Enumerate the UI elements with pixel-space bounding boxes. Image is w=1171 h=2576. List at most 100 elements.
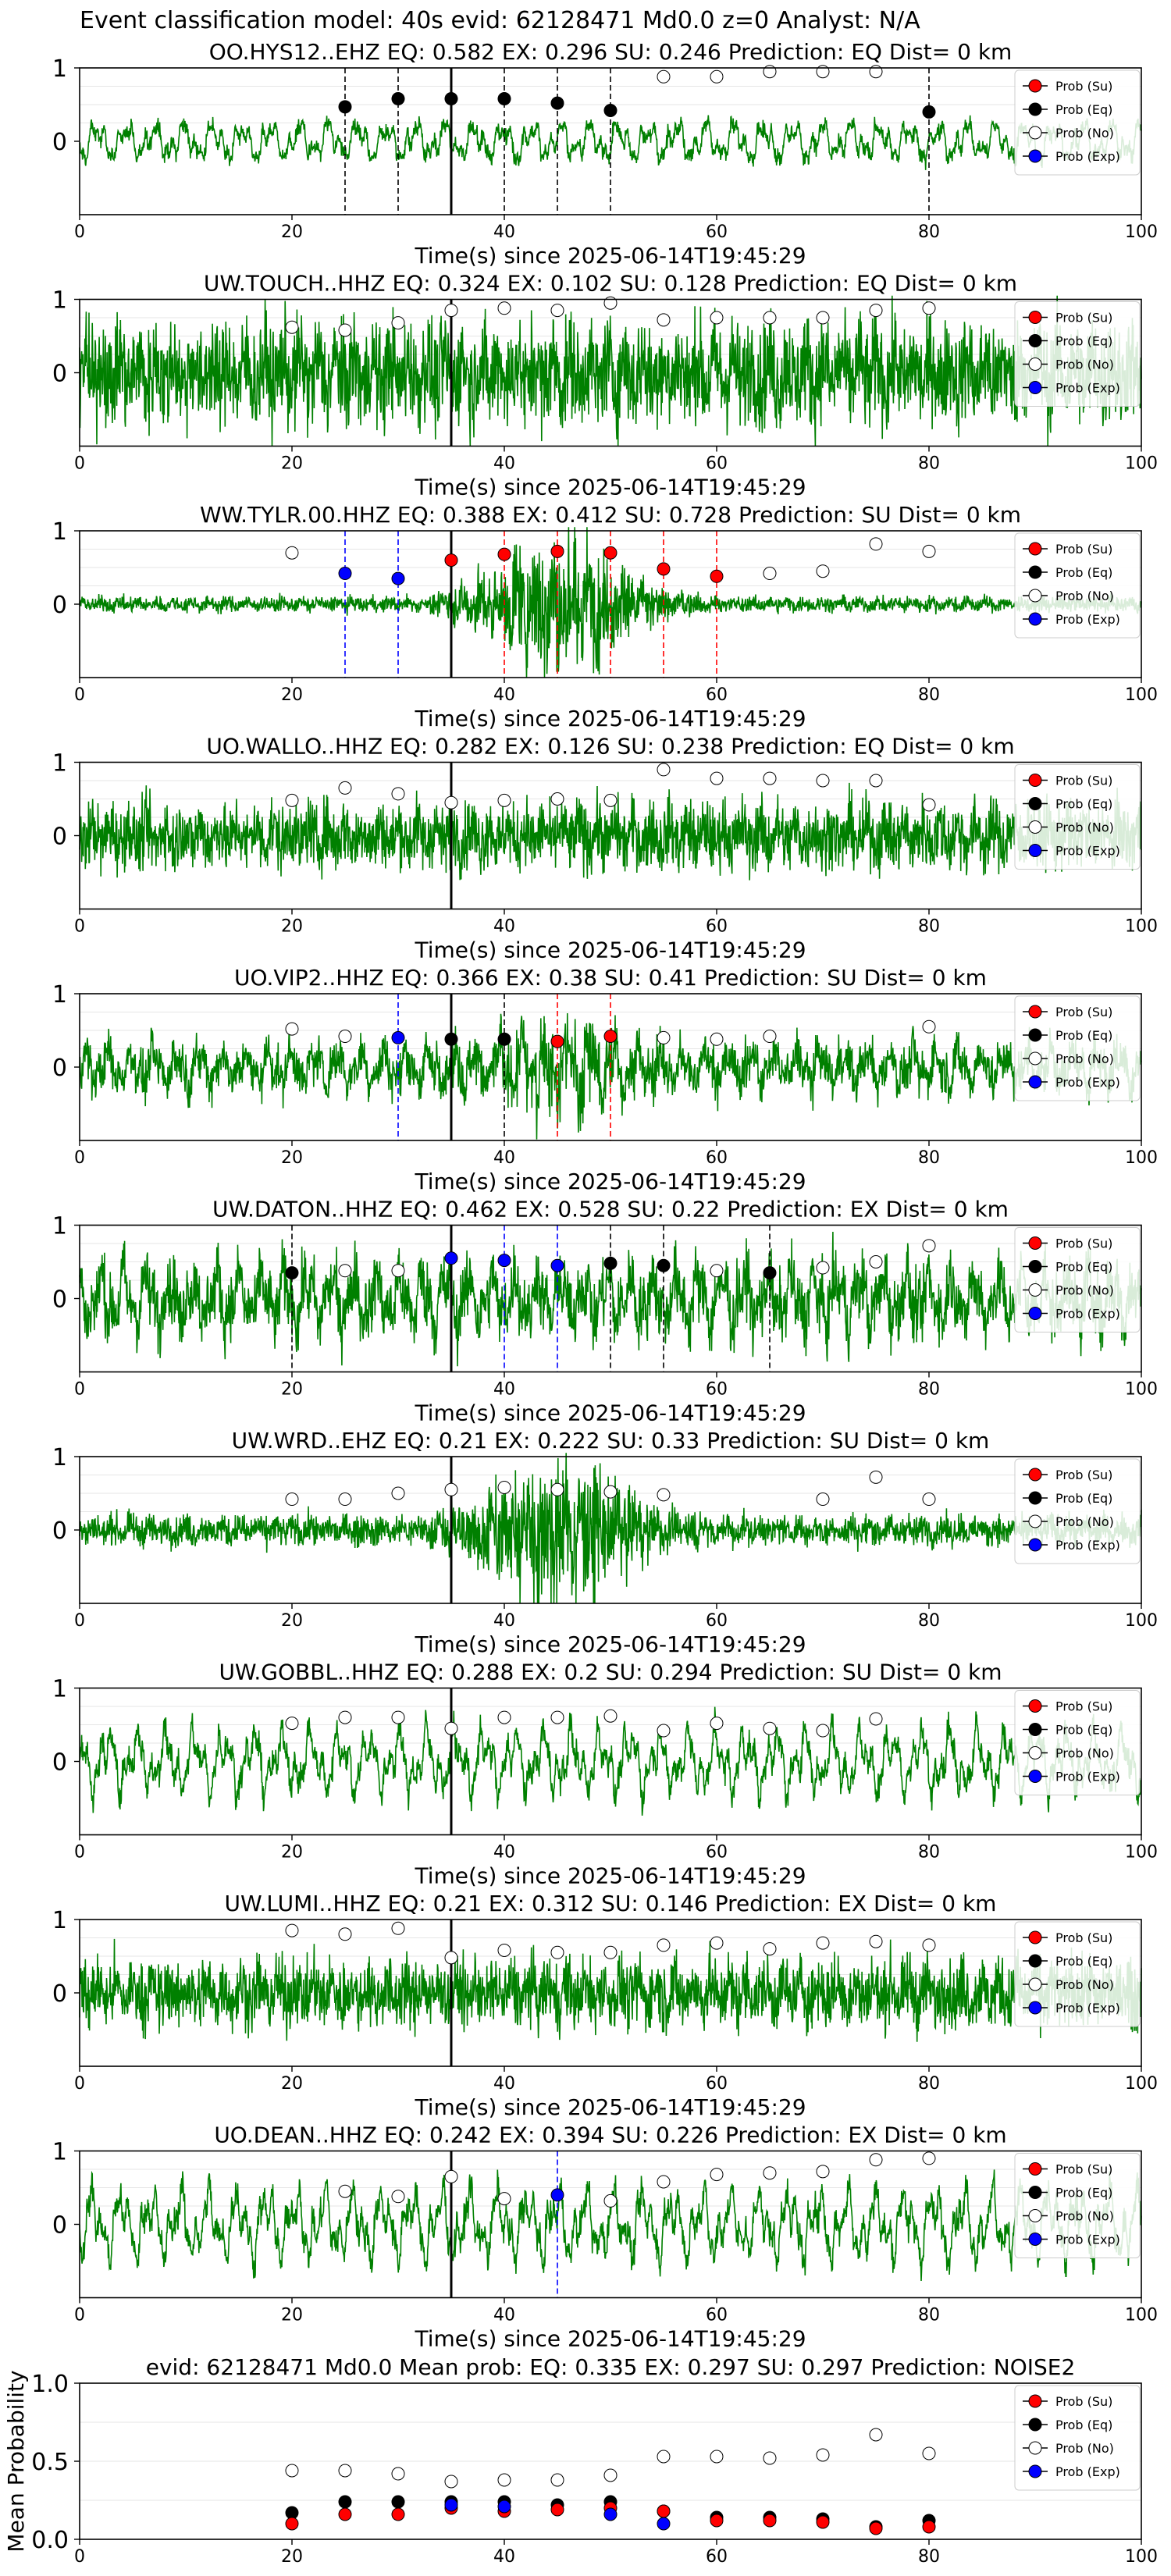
prob-point-no bbox=[391, 1921, 405, 1935]
x-tick-label: 40 bbox=[493, 222, 515, 242]
x-tick-label: 60 bbox=[706, 2547, 728, 2567]
prob-point-no bbox=[550, 792, 564, 806]
prob-point-eq bbox=[763, 1266, 777, 1280]
prob-point-no bbox=[603, 296, 618, 310]
prob-point-no bbox=[338, 1710, 352, 1724]
x-tick-label: 100 bbox=[1125, 454, 1158, 474]
x-tick-label: 100 bbox=[1125, 1148, 1158, 1168]
legend-marker-no bbox=[1028, 358, 1042, 371]
prob-point-no bbox=[763, 567, 777, 581]
legend-marker-exp bbox=[1028, 612, 1042, 626]
x-tick-label: 40 bbox=[493, 1380, 515, 1400]
legend-marker-eq bbox=[1028, 565, 1042, 579]
legend-box bbox=[1014, 2153, 1141, 2258]
x-tick-label: 80 bbox=[918, 2306, 940, 2325]
x-tick-label: 100 bbox=[1125, 1611, 1158, 1631]
mean-prob-point-no bbox=[497, 2473, 511, 2487]
legend-marker-eq bbox=[1028, 1260, 1042, 1273]
prob-point-no bbox=[869, 65, 883, 79]
x-tick-label: 40 bbox=[493, 917, 515, 937]
prob-point-su bbox=[497, 547, 511, 561]
legend-marker-eq bbox=[1028, 2186, 1042, 2199]
x-tick-label: 80 bbox=[918, 222, 940, 242]
panel-title: OO.HYS12..EHZ EQ: 0.582 EX: 0.296 SU: 0.… bbox=[209, 39, 1013, 65]
panel-title: UO.WALLO..HHZ EQ: 0.282 EX: 0.126 SU: 0.… bbox=[206, 734, 1014, 760]
figure-suptitle: Event classification model: 40s evid: 62… bbox=[80, 7, 920, 34]
legend-marker-su bbox=[1028, 1699, 1042, 1713]
prob-point-no bbox=[922, 2151, 936, 2165]
prob-point-no bbox=[657, 763, 671, 777]
x-tick-label: 80 bbox=[918, 1843, 940, 1863]
prob-point-no bbox=[497, 1710, 511, 1724]
x-tick-label: 80 bbox=[918, 2074, 940, 2094]
legend-label-su: Prob (Su) bbox=[1055, 2394, 1112, 2409]
legend-marker-su bbox=[1028, 542, 1042, 556]
prob-point-no bbox=[550, 1710, 564, 1724]
legend-label-exp: Prob (Exp) bbox=[1055, 1075, 1120, 1090]
x-tick-label: 60 bbox=[706, 1148, 728, 1168]
legend-label-su: Prob (Su) bbox=[1055, 774, 1112, 788]
legend-label-su: Prob (Su) bbox=[1055, 79, 1112, 94]
prob-point-no bbox=[285, 1717, 299, 1731]
legend-label-no: Prob (No) bbox=[1055, 1514, 1114, 1529]
panel-legend: Prob (Su) Prob (Eq) Prob (No) Prob (Exp) bbox=[1014, 69, 1141, 176]
legend-marker-exp bbox=[1028, 1538, 1042, 1552]
panel-title: UW.LUMI..HHZ EQ: 0.21 EX: 0.312 SU: 0.14… bbox=[225, 1891, 997, 1916]
prob-point-exp bbox=[444, 1251, 458, 1265]
mean-probability-panel: 0.0 0.5 1.0 0 20 40 60 80 100 evid: 62128471 Md0.… bbox=[3, 2354, 1158, 2567]
prob-point-eq bbox=[285, 1266, 299, 1280]
prob-point-no bbox=[710, 2168, 724, 2182]
plot-area bbox=[80, 2151, 1141, 2298]
legend-label-su: Prob (Su) bbox=[1055, 2162, 1112, 2177]
mean-prob-point-su bbox=[710, 2514, 724, 2528]
prob-point-no bbox=[922, 1493, 936, 1507]
x-tick-label: 40 bbox=[493, 685, 515, 705]
prob-point-no bbox=[444, 1951, 458, 1965]
legend-label-no: Prob (No) bbox=[1055, 126, 1114, 141]
x-tick-label: 80 bbox=[918, 454, 940, 474]
legend-label-no: Prob (No) bbox=[1055, 1977, 1114, 1992]
legend-marker-no bbox=[1028, 1051, 1042, 1066]
x-tick-label: 80 bbox=[918, 917, 940, 937]
x-axis-label: Time(s) since 2025-06-14T19:45:29 bbox=[414, 1169, 806, 1194]
x-axis-label: Time(s) since 2025-06-14T19:45:29 bbox=[414, 2094, 806, 2120]
legend-marker-no bbox=[1028, 589, 1042, 603]
prob-point-no bbox=[603, 2194, 618, 2208]
mean-panel-legend: Prob (Su) Prob (Eq) Prob (No) Prob (Exp) bbox=[1014, 2385, 1141, 2491]
prob-point-no bbox=[285, 320, 299, 334]
prob-point-no bbox=[763, 311, 777, 325]
legend-marker-eq bbox=[1028, 334, 1042, 347]
mean-prob-point-no bbox=[391, 2467, 405, 2481]
prob-point-no bbox=[285, 1022, 299, 1036]
panel-legend: Prob (Su) Prob (Eq) Prob (No) Prob (Exp) bbox=[1014, 995, 1141, 1101]
prob-point-eq bbox=[497, 1032, 511, 1046]
x-tick-label: 0 bbox=[74, 2547, 85, 2567]
prob-point-no bbox=[603, 1485, 618, 1499]
prob-point-eq bbox=[603, 1256, 618, 1270]
legend-label-eq: Prob (Eq) bbox=[1055, 102, 1112, 117]
prob-point-no bbox=[710, 771, 724, 785]
mean-prob-point-no bbox=[816, 2448, 830, 2462]
x-tick-label: 20 bbox=[281, 685, 303, 705]
prob-point-no bbox=[338, 781, 352, 795]
prob-point-no bbox=[657, 1488, 671, 1502]
prob-point-no bbox=[285, 546, 299, 560]
prob-point-su bbox=[444, 553, 458, 568]
x-tick-label: 40 bbox=[493, 2547, 515, 2567]
prob-point-no bbox=[922, 798, 936, 812]
panel-title: UO.DEAN..HHZ EQ: 0.242 EX: 0.394 SU: 0.2… bbox=[214, 2122, 1006, 2148]
prob-point-no bbox=[869, 2153, 883, 2167]
x-tick-label: 40 bbox=[493, 454, 515, 474]
mean-prob-point-no bbox=[603, 2468, 618, 2482]
x-tick-label: 60 bbox=[706, 1380, 728, 1400]
prob-point-exp bbox=[338, 567, 352, 581]
panel-legend: Prob (Su) Prob (Eq) Prob (No) Prob (Exp) bbox=[1014, 1921, 1141, 2027]
mean-prob-point-no bbox=[710, 2450, 724, 2464]
legend-label-no: Prob (No) bbox=[1055, 1051, 1114, 1066]
prob-point-no bbox=[922, 544, 936, 558]
prob-point-no bbox=[603, 1945, 618, 1959]
